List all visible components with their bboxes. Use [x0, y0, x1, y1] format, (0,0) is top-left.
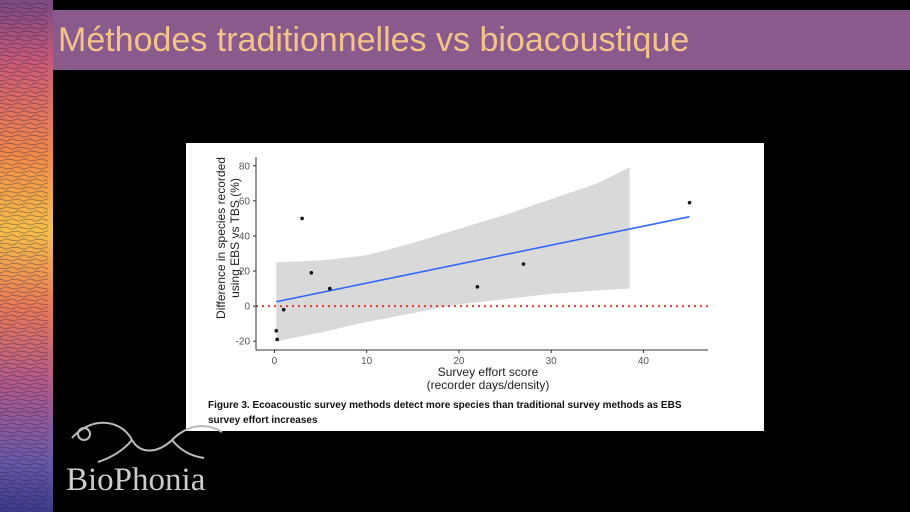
x-tick-label: 30 [546, 356, 558, 367]
title-bar: Méthodes traditionnelles vs bioacoustiqu… [53, 10, 910, 70]
data-point-2 [275, 337, 280, 342]
data-point-7 [475, 285, 480, 289]
spectrogram-graphic [0, 0, 53, 512]
x-axis-label-line1: Survey effort score [438, 365, 539, 379]
slide-title: Méthodes traditionnelles vs bioacoustiqu… [58, 21, 690, 59]
scatter-chart: -20 0 20 40 60 80 0 10 20 30 40 Difference in spe… [214, 157, 708, 392]
figure-panel: -20 0 20 40 60 80 0 10 20 30 40 Difference in spe… [186, 143, 764, 431]
data-point-5 [309, 271, 314, 275]
figure-caption: Figure 3. Ecoacoustic survey methods det… [208, 398, 748, 428]
data-points [274, 200, 692, 342]
y-axis-label-line2: using EBS vs TBS (%) [228, 178, 242, 298]
y-tick-label: -20 [236, 337, 251, 348]
biophonia-logo: BioPhonia [62, 410, 242, 505]
data-point-9 [687, 200, 692, 205]
x-tick-label: 10 [361, 356, 373, 367]
confidence-band [276, 167, 630, 342]
data-point-8 [521, 262, 526, 266]
y-axis-label-line1: Difference in species recorded [214, 157, 228, 319]
y-tick-label: 80 [239, 161, 251, 172]
data-point-4 [300, 216, 304, 221]
y-tick-label: 60 [239, 196, 251, 207]
data-point-1 [274, 328, 279, 333]
x-tick-label: 40 [638, 356, 650, 367]
x-tick-label: 0 [272, 356, 278, 367]
caption-line-1: Figure 3. Ecoacoustic survey methods det… [208, 400, 682, 411]
x-tick-label: 20 [453, 356, 465, 367]
y-tick-label: 20 [239, 267, 251, 278]
data-point-3 [281, 307, 286, 312]
x-axis-label-line2: (recorder days/density) [427, 378, 550, 392]
x-axis-ticks: 0 10 20 30 40 [272, 350, 650, 367]
data-point-6 [327, 286, 332, 291]
caption-line-2: survey effort increases [208, 415, 318, 426]
decorative-spectrogram-strip [0, 0, 53, 512]
y-axis-ticks: -20 0 20 40 60 80 [236, 161, 256, 348]
y-tick-label: 40 [239, 231, 251, 242]
bird-logo-icon [71, 421, 223, 463]
logo-text: BioPhonia [66, 462, 206, 498]
trend-line [276, 215, 690, 303]
y-tick-label: 0 [244, 302, 250, 313]
